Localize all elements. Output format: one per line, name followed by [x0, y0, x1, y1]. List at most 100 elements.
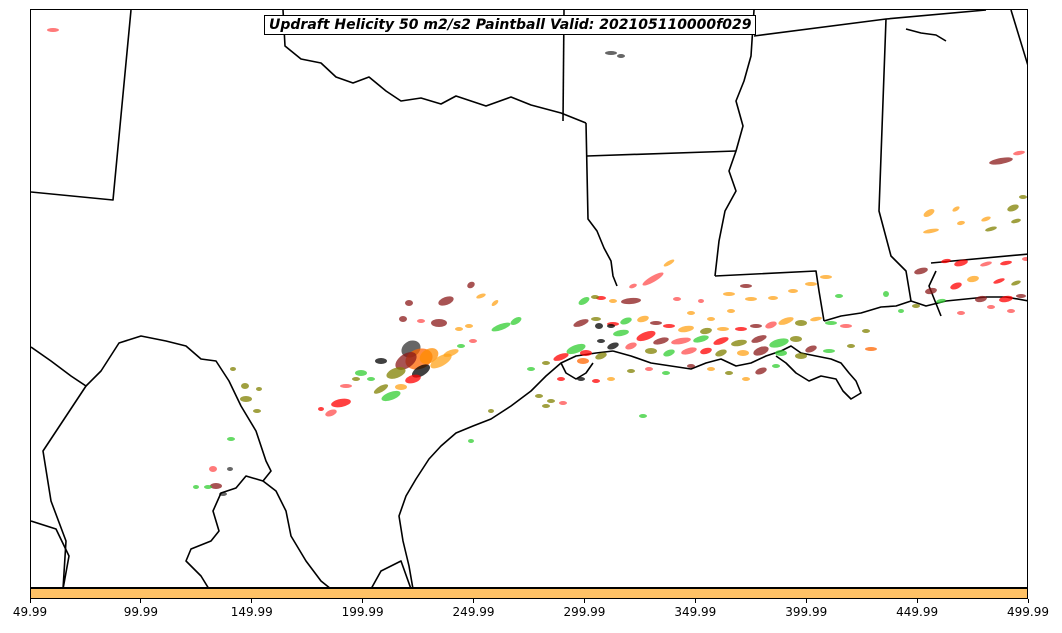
- paintball-swath: [395, 384, 407, 390]
- mexico-state-line-3: [262, 480, 330, 587]
- colorbar-tick-label: 49.99: [12, 605, 48, 619]
- colorbar-tick-label: 449.99: [896, 605, 939, 619]
- paintball-swath: [553, 353, 569, 361]
- paintball-swath: [465, 324, 473, 328]
- paintball-swath: [405, 300, 413, 306]
- paintball-swath: [1016, 294, 1026, 298]
- paintball-swath: [737, 350, 749, 356]
- paintball-swath: [795, 320, 807, 326]
- paintball-swath: [650, 321, 662, 325]
- paintball-swath: [820, 275, 832, 279]
- paintball-swath: [476, 293, 486, 299]
- ms-al-border: [878, 18, 912, 302]
- colorbar-tick-label: 299.99: [563, 605, 606, 619]
- paintball-swaths: [47, 28, 1027, 496]
- la-ms-border: [714, 270, 825, 322]
- paintball-swath: [438, 296, 454, 306]
- paintball-swath: [1007, 309, 1015, 313]
- paintball-swath: [625, 342, 637, 350]
- paintball-swath: [642, 272, 664, 286]
- paintball-swath: [975, 295, 987, 303]
- paintball-swath: [419, 348, 439, 364]
- colorbar-tick-label: 349.99: [674, 605, 717, 619]
- paintball-swath: [488, 409, 494, 413]
- paintball-swath: [653, 337, 669, 345]
- paintball-swath: [386, 367, 406, 379]
- map-panel: Updraft Helicity 50 m2/s2 Paintball Vali…: [30, 9, 1028, 588]
- colorbar-tick-label: 399.99: [785, 605, 828, 619]
- paintball-swath: [967, 275, 979, 283]
- paintball-swath: [700, 327, 712, 335]
- paintball-swath: [999, 295, 1013, 303]
- paintball-swath: [987, 305, 995, 309]
- paintball-swath: [591, 317, 601, 321]
- paintball-swath: [227, 437, 235, 441]
- paintball-swath: [399, 316, 407, 322]
- paintball-swath: [805, 345, 817, 353]
- paintball-swath: [663, 349, 675, 357]
- colorbar-tick-mark: [805, 599, 807, 603]
- paintball-swath: [681, 347, 697, 355]
- paintball-swath: [765, 321, 777, 329]
- paintball-swath: [443, 349, 459, 357]
- paintball-swath: [355, 370, 367, 376]
- paintball-swath: [731, 339, 747, 347]
- paintball-swath: [772, 364, 780, 368]
- paintball-swath: [645, 367, 653, 371]
- colorbar-tick-mark: [1027, 599, 1029, 603]
- paintball-swath: [740, 284, 752, 288]
- paintball-swath: [1022, 257, 1027, 261]
- paintball-swath: [455, 327, 463, 331]
- paintball-swath: [1000, 260, 1012, 266]
- paintball-swath: [527, 367, 535, 371]
- tx-ok-border: [282, 10, 587, 124]
- paintball-swath: [210, 483, 222, 489]
- paintball-swath: [557, 377, 565, 381]
- colorbar-tick-label: 199.99: [341, 605, 384, 619]
- paintball-swath: [411, 364, 431, 378]
- paintball-swath: [578, 297, 590, 305]
- mexico-state-line-2: [31, 520, 70, 587]
- paintball-swath: [256, 387, 262, 391]
- paintball-swath: [609, 299, 617, 303]
- paintball-swath: [768, 296, 778, 300]
- paintball-swath: [805, 282, 817, 286]
- paintball-swath: [993, 278, 1005, 284]
- paintball-swath: [840, 324, 852, 328]
- paintball-swath: [936, 298, 946, 304]
- paintball-swath: [989, 157, 1013, 165]
- paintball-swath: [957, 220, 965, 226]
- paintball-swath: [352, 377, 360, 381]
- paintball-swath: [671, 337, 691, 345]
- paintball-swath: [457, 344, 465, 348]
- paintball-swath: [605, 51, 617, 55]
- paintball-swath: [663, 259, 675, 267]
- paintball-swath: [835, 294, 843, 298]
- paintball-swath: [751, 335, 767, 343]
- colorbar-tick-mark: [29, 599, 31, 603]
- paintball-swath: [331, 398, 351, 408]
- paintball-swath: [542, 361, 550, 365]
- mexico-state-line-1: [42, 385, 87, 587]
- paintball-swath: [914, 267, 928, 275]
- paintball-swath: [883, 291, 889, 297]
- paintball-swath: [607, 377, 615, 381]
- paintball-swath: [713, 337, 729, 345]
- paintball-swath: [417, 319, 425, 323]
- paintball-swath: [367, 377, 375, 381]
- rio-grande: [31, 335, 272, 587]
- paintball-swath: [912, 304, 920, 308]
- paintball-swath: [467, 281, 475, 289]
- paintball-swath: [923, 209, 935, 217]
- paintball-swath: [778, 317, 794, 325]
- paintball-swath: [47, 28, 59, 32]
- paintball-swath: [607, 342, 619, 350]
- tn-border: [753, 10, 987, 37]
- colorbar-tick-mark: [473, 599, 475, 603]
- paintball-swath: [925, 287, 937, 295]
- paintball-swath: [847, 344, 855, 348]
- colorbar-tick-label: 499.99: [1007, 605, 1049, 619]
- paintball-swath: [491, 322, 511, 332]
- galveston-bay: [560, 362, 594, 380]
